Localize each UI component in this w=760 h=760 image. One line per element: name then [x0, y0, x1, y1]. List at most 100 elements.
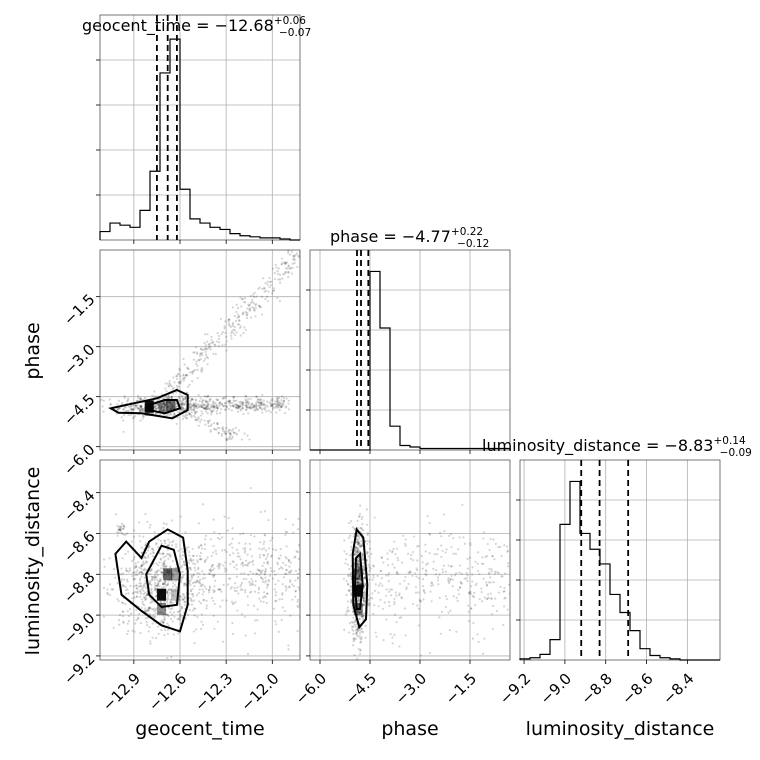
sample-point	[194, 405, 198, 408]
sample-point	[140, 563, 144, 567]
sample-point	[242, 532, 245, 535]
sample-point	[138, 540, 142, 543]
sample-point	[372, 565, 376, 568]
sample-point	[131, 408, 134, 411]
sample-point	[117, 407, 120, 410]
sample-point	[135, 584, 138, 587]
sample-point	[274, 599, 277, 603]
sample-point	[120, 578, 123, 581]
sample-point	[359, 640, 363, 643]
sample-point	[469, 607, 473, 610]
sample-point	[173, 412, 176, 416]
sample-point	[157, 403, 160, 406]
sample-point	[416, 559, 419, 562]
sample-point	[208, 589, 211, 592]
sample-point	[191, 600, 194, 603]
sample-point	[203, 348, 206, 351]
sample-point	[239, 325, 243, 328]
sample-point	[193, 412, 197, 415]
sample-point	[192, 408, 195, 411]
sample-point	[149, 601, 152, 604]
sample-point	[183, 600, 186, 603]
sample-point	[360, 638, 363, 641]
sample-point	[190, 574, 193, 577]
sample-point	[350, 541, 353, 544]
sample-point	[455, 596, 458, 600]
sample-point	[356, 540, 359, 543]
sample-point	[396, 572, 400, 575]
sample-point	[357, 557, 360, 560]
sample-point	[172, 376, 175, 379]
sample-point	[452, 537, 455, 540]
sample-point	[480, 600, 484, 603]
y-tick-label: −6.0	[60, 440, 98, 478]
sample-point	[154, 543, 158, 546]
sample-point	[260, 404, 263, 407]
sample-point	[358, 574, 362, 578]
sample-point	[266, 560, 269, 563]
sample-point	[121, 585, 124, 588]
sample-point	[283, 572, 287, 576]
sample-point	[293, 247, 295, 249]
sample-point	[368, 602, 371, 605]
sample-point	[124, 406, 127, 409]
sample-point	[207, 406, 210, 409]
sample-point	[228, 318, 231, 321]
sample-point	[224, 432, 227, 436]
y-tick-label: −8.6	[60, 527, 98, 565]
sample-point	[138, 404, 142, 407]
sample-point	[298, 256, 300, 259]
sample-point	[393, 597, 396, 600]
sample-point	[196, 560, 199, 564]
sample-point	[172, 414, 176, 417]
sample-point	[211, 341, 214, 344]
sample-point	[127, 592, 130, 595]
sample-point	[420, 600, 423, 603]
sample-point	[425, 570, 428, 573]
sample-point	[302, 265, 304, 267]
sample-point	[416, 569, 419, 572]
sample-point	[440, 555, 443, 558]
sample-point	[448, 628, 452, 632]
sample-point	[207, 420, 210, 423]
sample-point	[365, 559, 369, 562]
sample-point	[362, 566, 365, 569]
sample-point	[217, 432, 221, 435]
sample-point	[354, 549, 357, 552]
sample-point	[159, 404, 162, 407]
sample-point	[109, 402, 112, 405]
sample-point	[121, 614, 125, 618]
sample-point	[298, 603, 300, 606]
sample-point	[206, 403, 209, 406]
sample-point	[120, 573, 123, 576]
sample-point	[257, 591, 260, 595]
sample-point	[203, 407, 206, 410]
sample-point	[210, 554, 213, 558]
sample-point	[395, 572, 398, 575]
sample-point	[232, 405, 235, 408]
sample-point	[435, 569, 438, 572]
sample-point	[180, 409, 183, 412]
sample-point	[356, 581, 359, 584]
sample-point	[274, 263, 277, 267]
sample-point	[476, 633, 479, 636]
sample-point	[235, 548, 239, 551]
sample-point	[135, 584, 138, 587]
sample-point	[354, 547, 358, 550]
sample-point	[448, 580, 451, 583]
sample-point	[362, 566, 365, 569]
sample-point	[192, 408, 196, 411]
sample-point	[147, 606, 150, 609]
sample-point	[391, 636, 394, 639]
sample-point	[503, 544, 506, 547]
sample-point	[130, 559, 134, 563]
sample-point	[201, 399, 204, 402]
sample-point	[257, 404, 260, 408]
sample-point	[138, 577, 142, 580]
sample-point	[349, 592, 353, 596]
sample-point	[137, 572, 141, 575]
sample-point	[169, 598, 173, 601]
sample-point	[285, 261, 289, 264]
sample-point	[428, 533, 432, 536]
sample-point	[262, 553, 265, 556]
